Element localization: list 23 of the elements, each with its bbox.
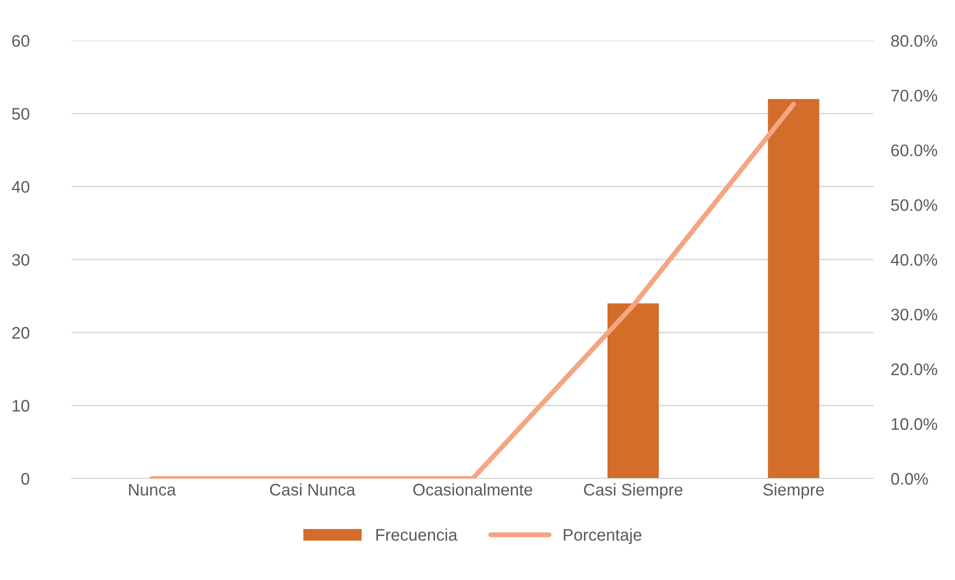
x-tick-label: Ocasionalmente bbox=[413, 483, 532, 496]
x-tick-label: Casi Nunca bbox=[270, 483, 356, 496]
x-tick-label: Siempre bbox=[763, 483, 824, 499]
y2-tick-label: 20.0% bbox=[891, 363, 938, 376]
y2-tick-label: 40.0% bbox=[890, 254, 938, 266]
y2-tick-label: 60.0% bbox=[891, 144, 938, 156]
y-tick-label: 50 bbox=[12, 108, 30, 120]
y2-tick-label: 70.0% bbox=[891, 90, 938, 102]
y-tick-label: 10 bbox=[12, 400, 30, 412]
y2-tick-label: 30.0% bbox=[891, 308, 938, 320]
y-tick-label: 60 bbox=[12, 35, 30, 47]
x-tick-label: Casi Siempre bbox=[584, 483, 682, 499]
x-tick-label: Nunca bbox=[129, 484, 176, 496]
y2-tick-label: 0.0% bbox=[891, 472, 928, 485]
y-tick-label: 0 bbox=[21, 472, 30, 485]
y-tick-label: 40 bbox=[12, 180, 30, 193]
y2-tick-label: 10.0% bbox=[892, 418, 938, 430]
y-tick-label: 20 bbox=[12, 326, 30, 339]
legend-label: Porcentaje bbox=[564, 528, 642, 544]
legend-label: Frecuencia bbox=[376, 528, 458, 541]
y-tick-label: 30 bbox=[12, 254, 30, 266]
y2-tick-label: 50.0% bbox=[891, 199, 938, 212]
y2-tick-label: 80.0% bbox=[891, 35, 938, 47]
